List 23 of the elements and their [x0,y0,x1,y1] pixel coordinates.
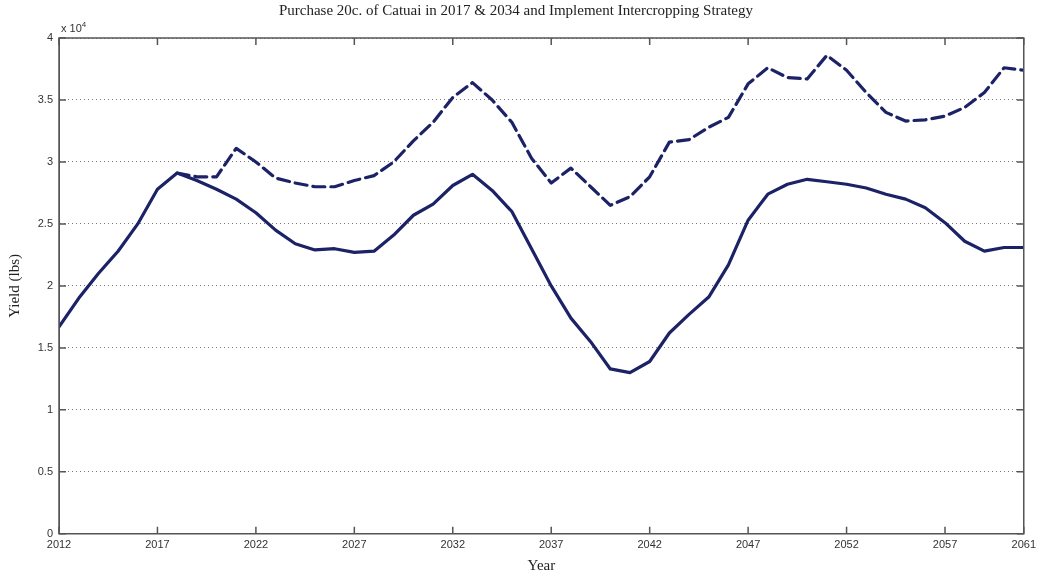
y-tick-label: 1.5 [37,340,53,353]
y-tick-label: 2.5 [37,216,53,229]
x-tick-label: 2027 [342,538,367,551]
x-axis-title: Year [527,556,556,573]
x-tick-label: 2017 [145,538,170,551]
y-tick-label: 0.5 [37,464,53,477]
chart-title: Purchase 20c. of Catuai in 2017 & 2034 and Implement Intercropping Strategy [278,1,754,18]
x-tick-label: 2057 [932,538,958,551]
y-tick-label: 0 [46,526,53,539]
y-tick-label: 4 [46,31,53,44]
y-axis-title: Yield (lbs) [5,254,23,318]
y-tick-label: 1 [46,402,53,415]
x-tick-label: 2012 [46,538,72,551]
x-tick-label: 2061 [1011,538,1037,551]
x-tick-label: 2047 [735,538,761,551]
x-tick-label: 2022 [243,538,269,551]
x-tick-label: 2042 [637,538,662,551]
x-tick-label: 2032 [440,538,466,551]
x-tick-label: 2037 [538,538,564,551]
x-tick-label: 2052 [834,538,859,551]
y-tick-label: 3.5 [37,93,53,106]
y-tick-label: 2 [46,278,53,291]
y-tick-label: 3 [46,154,53,167]
